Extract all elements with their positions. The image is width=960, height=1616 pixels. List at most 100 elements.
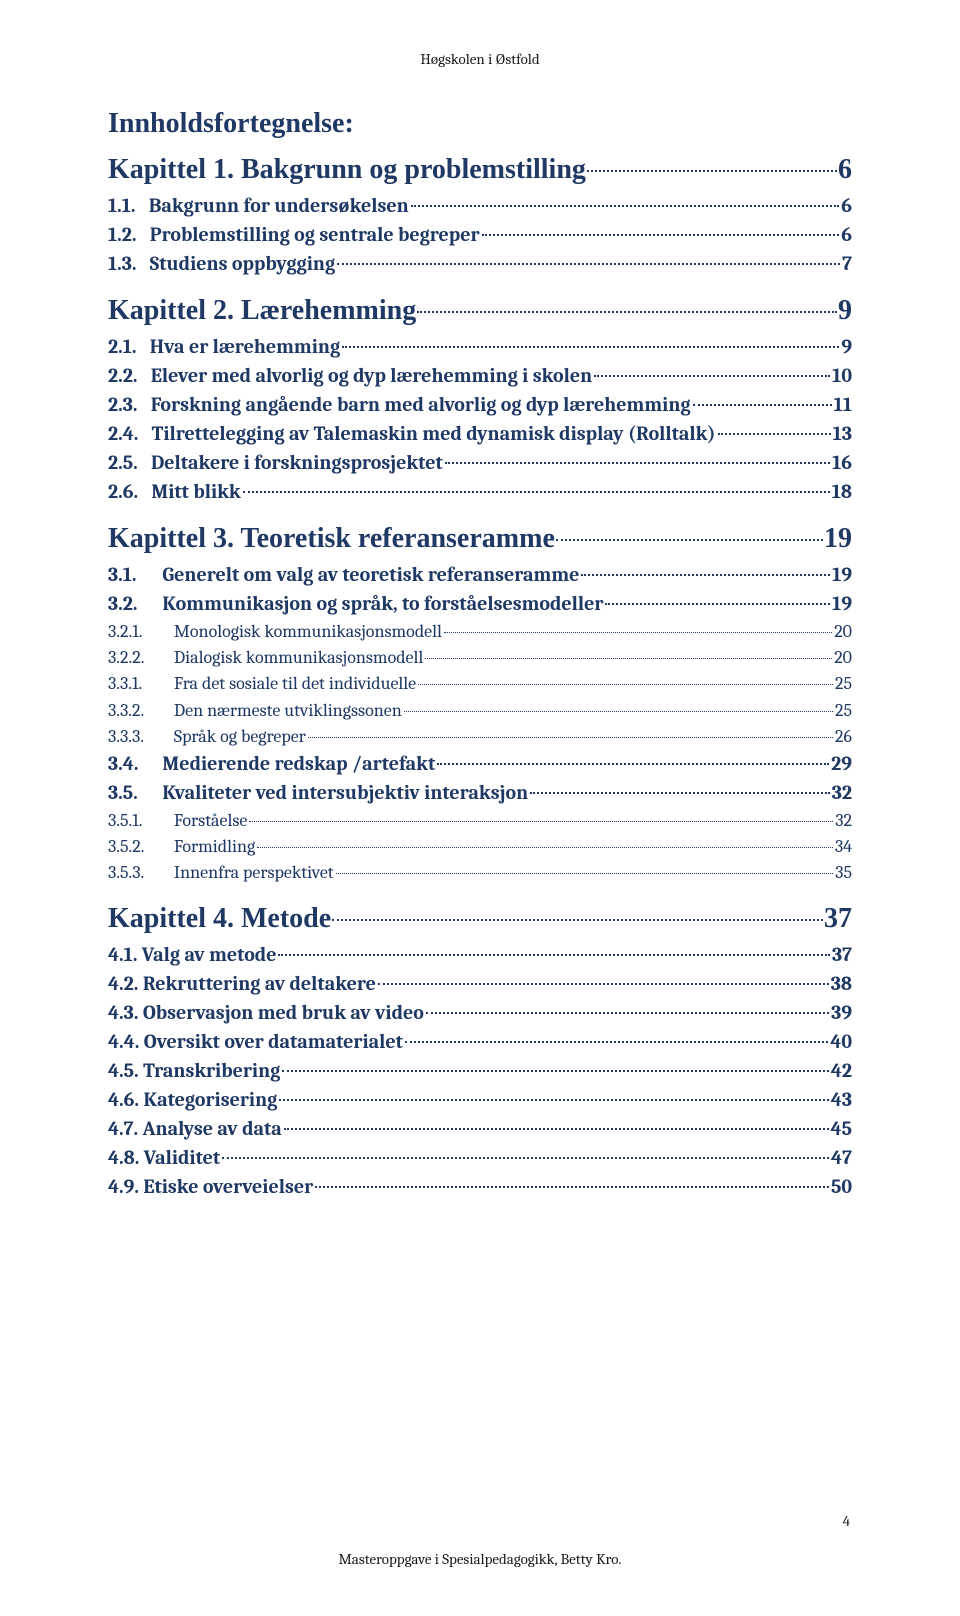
toc-entry-label: 3.2. Kommunikasjon og språk, to forståel…	[108, 590, 603, 618]
toc-entry-text: Observasjon med bruk av video	[143, 1001, 424, 1024]
toc-entry-page: 20	[834, 619, 852, 644]
toc-entry-text: Problemstilling og sentrale begreper	[150, 223, 480, 246]
chapter-heading-page: 9	[838, 295, 852, 327]
leader-dots	[378, 983, 829, 985]
leader-dots	[257, 847, 833, 848]
toc-entry-label: 2.3. Forskning angående barn med alvorli…	[108, 391, 691, 419]
leader-dots	[605, 603, 830, 605]
toc-entry-text: Generelt om valg av teoretisk referanser…	[162, 563, 579, 586]
toc-entry-number: 4.3.	[108, 1001, 138, 1024]
leader-dots	[425, 658, 832, 659]
toc-title: Innholdsfortegnelse:	[108, 108, 852, 140]
leader-dots	[404, 711, 833, 712]
toc-entry: 1.3. Studiens oppbygging7	[108, 250, 852, 278]
chapter-heading-text: Kapittel 2. Lærehemming	[108, 295, 416, 327]
toc-entry-text: Tilrettelegging av Talemaskin med dynami…	[152, 422, 716, 445]
toc-entry-text: Medierende redskap /artefakt	[162, 752, 435, 775]
toc-entry-label: 1.1. Bakgrunn for undersøkelsen	[108, 192, 409, 220]
leader-dots	[249, 821, 833, 822]
toc-entry-page: 35	[835, 860, 852, 885]
toc-entry-label: 2.6. Mitt blikk	[108, 478, 241, 506]
toc-entry-label: 3.5.1. Forståelse	[108, 808, 247, 833]
chapter-heading: Kapittel 3. Teoretisk referanseramme 19	[108, 523, 852, 555]
toc-entry-page: 50	[831, 1173, 852, 1201]
toc-entry-label: 4.2. Rekruttering av deltakere	[108, 970, 376, 998]
toc-entry-label: 1.2. Problemstilling og sentrale begrepe…	[108, 221, 480, 249]
toc-entry-text: Kvaliteter ved intersubjektiv interaksjo…	[162, 781, 528, 804]
leader-dots	[337, 263, 840, 265]
toc-entry-label: 3.5.2. Formidling	[108, 834, 255, 859]
toc-entry-label: 2.4. Tilrettelegging av Talemaskin med d…	[108, 420, 716, 448]
chapter-heading-page: 37	[824, 903, 852, 935]
toc-entry-number: 3.3.3.	[108, 724, 166, 749]
toc-entry-text: Forskning angående barn med alvorlig og …	[151, 393, 691, 416]
chapter-heading-text: Kapittel 1. Bakgrunn og problemstilling	[108, 154, 586, 186]
toc-entry-text: Monologisk kommunikasjonsmodell	[174, 621, 442, 642]
toc-entry-number: 3.2.1.	[108, 619, 166, 644]
toc-entry-text: Bakgrunn for undersøkelsen	[149, 194, 409, 217]
toc-entry: 1.1. Bakgrunn for undersøkelsen6	[108, 192, 852, 220]
toc-entry-label: 4.5. Transkribering	[108, 1057, 280, 1085]
toc-entry-number: 2.5.	[108, 451, 138, 474]
toc-entry: 3.2.2. Dialogisk kommunikasjonsmodell20	[108, 645, 852, 670]
toc-entry-number: 1.1.	[108, 194, 136, 217]
leader-dots	[222, 1157, 829, 1159]
toc-entry-text: Rekruttering av deltakere	[143, 972, 376, 995]
leader-dots	[342, 346, 839, 348]
leader-dots	[279, 1099, 828, 1101]
leader-dots	[417, 311, 837, 313]
toc-entry: 2.3. Forskning angående barn med alvorli…	[108, 391, 852, 419]
toc-entry-number: 3.5.	[108, 779, 158, 807]
chapter-heading-text: Kapittel 3. Teoretisk referanseramme	[108, 523, 555, 555]
toc-entry: 4.9. Etiske overveielser50	[108, 1173, 852, 1201]
chapter-heading: Kapittel 2. Lærehemming 9	[108, 295, 852, 327]
toc-entry-label: 3.2.1. Monologisk kommunikasjonsmodell	[108, 619, 442, 644]
toc-entry: 3.5. Kvaliteter ved intersubjektiv inter…	[108, 779, 852, 807]
toc-entry-number: 1.2.	[108, 223, 137, 246]
chapter-heading-page: 19	[824, 523, 852, 555]
section-spacer	[108, 507, 852, 523]
toc-entry-number: 3.3.2.	[108, 698, 166, 723]
toc-entry-text: Forståelse	[174, 810, 247, 831]
toc-entry-number: 4.2.	[108, 972, 138, 995]
toc-entry-page: 40	[830, 1028, 852, 1056]
leader-dots	[556, 539, 823, 541]
toc-entry-label: 2.1. Hva er lærehemming	[108, 333, 340, 361]
toc-entry-number: 3.2.2.	[108, 645, 166, 670]
toc-entry: 3.2.1. Monologisk kommunikasjonsmodell 20	[108, 619, 852, 644]
section-spacer	[108, 887, 852, 903]
toc-entry-label: 3.3.2. Den nærmeste utviklingssonen	[108, 698, 402, 723]
toc-entry-label: 4.8. Validitet	[108, 1144, 220, 1172]
toc-entry-page: 18	[832, 478, 852, 506]
toc-entry-page: 37	[832, 941, 852, 969]
toc-entry-text: Deltakere i forskningsprosjektet	[151, 451, 443, 474]
toc-entry-number: 2.4.	[108, 422, 138, 445]
leader-dots	[581, 574, 830, 576]
leader-dots	[278, 954, 830, 956]
toc-entry-page: 25	[835, 698, 852, 723]
toc-entry: 3.5.3. Innenfra perspektivet35	[108, 860, 852, 885]
toc-entry-page: 7	[842, 250, 852, 278]
toc-entry-text: Transkribering	[143, 1059, 280, 1082]
leader-dots	[332, 919, 823, 921]
leader-dots	[445, 462, 830, 464]
toc-entry-text: Formidling	[174, 836, 255, 857]
toc-entry-label: 4.6. Kategorisering	[108, 1086, 277, 1114]
toc-entry-label: 3.1. Generelt om valg av teoretisk refer…	[108, 561, 579, 589]
toc-entry-label: 3.3.3. Språk og begreper	[108, 724, 306, 749]
toc-entry-text: Validitet	[144, 1146, 220, 1169]
toc-entry-number: 4.7.	[108, 1117, 138, 1140]
toc-entry-label: 3.2.2. Dialogisk kommunikasjonsmodell	[108, 645, 423, 670]
toc-entry-label: 3.4. Medierende redskap /artefakt	[108, 750, 435, 778]
toc-entry-page: 11	[834, 391, 852, 419]
toc-entry-page: 42	[831, 1057, 852, 1085]
toc-entry-text: Elever med alvorlig og dyp lærehemming i…	[151, 364, 593, 387]
toc-entry-label: 4.1. Valg av metode	[108, 941, 276, 969]
toc-entry: 4.5. Transkribering 42	[108, 1057, 852, 1085]
leader-dots	[284, 1128, 829, 1130]
toc-entry: 3.2. Kommunikasjon og språk, to forståel…	[108, 590, 852, 618]
toc-entry: 1.2. Problemstilling og sentrale begrepe…	[108, 221, 852, 249]
toc-entry-page: 34	[835, 834, 852, 859]
leader-dots	[718, 433, 831, 435]
toc-entry-text: Kategorisering	[143, 1088, 277, 1111]
